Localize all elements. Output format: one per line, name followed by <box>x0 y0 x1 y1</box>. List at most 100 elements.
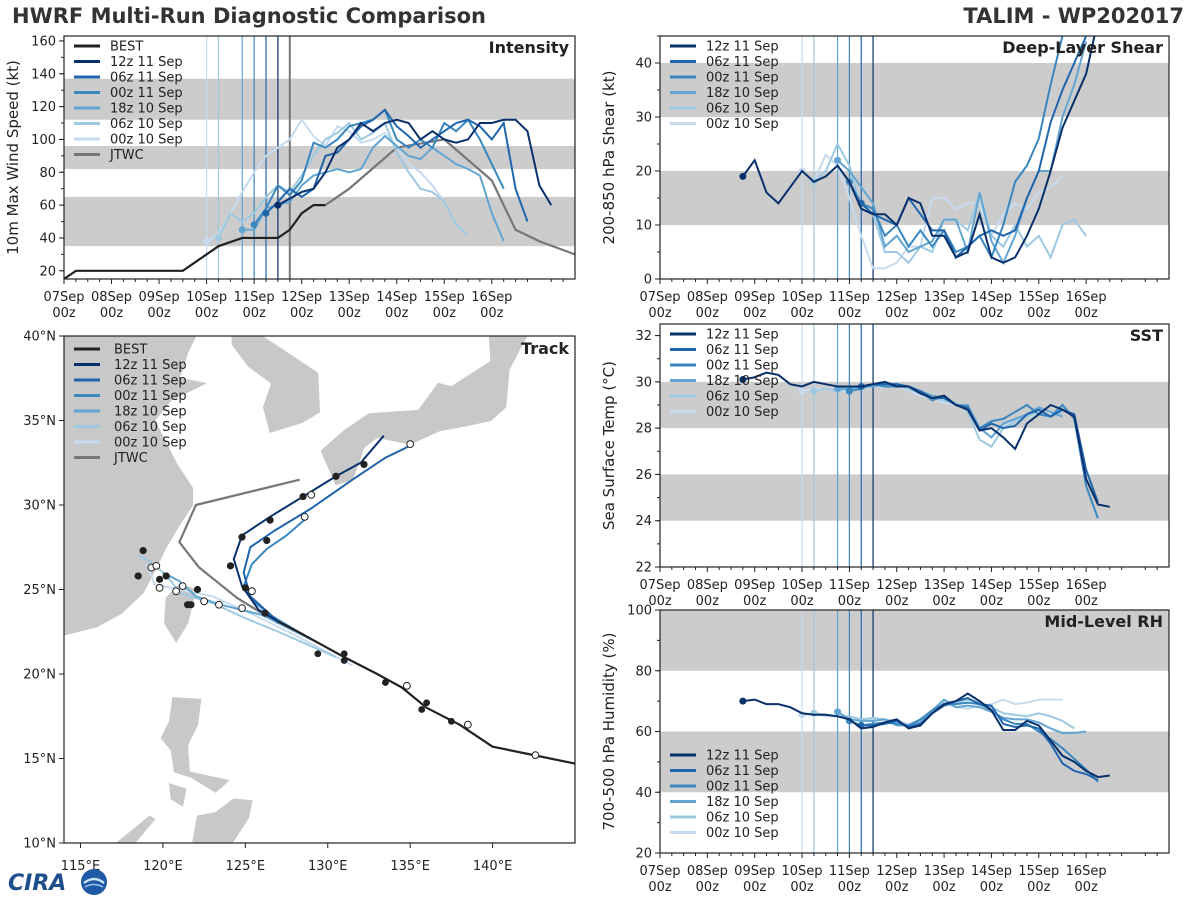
x-tick-label-date: 09Sep <box>139 290 180 305</box>
panel-shear: 01020304007Sep00z08Sep00z09Sep00z10Sep00… <box>600 35 1170 321</box>
track-point-open-marker <box>178 582 187 591</box>
lat-tick-label: 20°N <box>23 668 56 683</box>
x-tick-label-hour: 00z <box>885 306 909 321</box>
run-track-line <box>242 443 414 623</box>
plot-area <box>64 36 575 279</box>
panel-rh: 2040608010007Sep00z08Sep00z09Sep00z10Sep… <box>600 604 1170 895</box>
storm-id-title: TALIM - WP202017 <box>963 4 1184 28</box>
y-axis-label: 700-500 hPa Humidity (%) <box>600 632 618 830</box>
run-init-marker <box>739 697 747 705</box>
y-tick-label: 24 <box>635 514 652 529</box>
x-tick-label-date: 16Sep <box>1066 290 1107 305</box>
best-series-line <box>64 204 326 279</box>
track-point-marker <box>156 575 164 583</box>
legend-entry: 18z 10 Sep <box>114 405 187 420</box>
y-tick-label: 40 <box>635 57 652 72</box>
x-tick-label-date: 12Sep <box>876 578 917 593</box>
track-point-marker <box>299 492 307 501</box>
run-init-marker <box>250 221 258 229</box>
x-tick-label-date: 07Sep <box>639 578 680 593</box>
track-point-marker <box>266 516 274 524</box>
x-tick-label-date: 16Sep <box>471 290 512 305</box>
track-point-open-marker <box>200 597 209 606</box>
run-series-line <box>242 134 505 242</box>
legend-entry: 00z 11 Sep <box>114 389 187 404</box>
x-tick-label-hour: 00z <box>743 880 767 895</box>
x-tick-label-date: 07Sep <box>43 290 84 305</box>
threshold-band <box>660 63 1169 117</box>
legend-entry: 12z 11 Sep <box>114 358 187 373</box>
x-tick-label-hour: 00z <box>980 880 1004 895</box>
x-tick-label-hour: 00z <box>980 306 1004 321</box>
legend-entry: 12z 11 Sep <box>706 328 779 343</box>
best-point-open-marker <box>463 720 472 729</box>
x-tick-label-date: 09Sep <box>734 578 775 593</box>
track-point-open-marker <box>300 512 309 521</box>
legend-entry: 00z 11 Sep <box>706 780 779 795</box>
x-tick-label-date: 09Sep <box>734 864 775 879</box>
legend-entry: 06z 11 Sep <box>114 374 187 389</box>
x-tick-label-hour: 00z <box>885 880 909 895</box>
y-axis-label: 200-850 hPa Shear (kt) <box>600 71 618 245</box>
x-tick-label-hour: 00z <box>290 306 314 321</box>
cira-logo-text: CIRA <box>8 871 66 896</box>
legend-entry: 06z 10 Sep <box>706 390 779 405</box>
land-mass <box>491 336 523 345</box>
land-mass <box>0 672 15 704</box>
track-point-marker <box>193 585 202 594</box>
x-tick-label-date: 14Sep <box>971 578 1012 593</box>
track-point-marker <box>241 584 249 592</box>
x-tick-label-date: 15Sep <box>1018 290 1059 305</box>
run-series-line <box>836 41 1088 266</box>
x-tick-label-hour: 00z <box>195 306 219 321</box>
track-point-marker <box>360 460 368 469</box>
legend-entry: JTWC <box>113 451 148 466</box>
track-point-open-marker <box>307 490 316 499</box>
y-tick-label: 40 <box>635 786 652 801</box>
x-tick-label-date: 09Sep <box>734 290 775 305</box>
track-point-marker <box>238 533 246 541</box>
panel-intensity: 2040608010012014016007Sep00z08Sep00z09Se… <box>4 34 576 321</box>
plot-frame <box>63 35 576 280</box>
y-tick-label: 60 <box>635 725 652 740</box>
track-point-marker <box>187 601 195 609</box>
x-tick-label-hour: 00z <box>385 306 409 321</box>
plot-frame <box>659 35 1170 280</box>
x-tick-label-date: 07Sep <box>639 290 680 305</box>
threshold-band <box>660 610 1169 671</box>
run-init-marker <box>810 387 818 395</box>
run-track-line <box>145 563 353 667</box>
best-point-open-marker <box>531 751 540 760</box>
y-tick-label: 20 <box>635 165 652 180</box>
legend-entry: 06z 10 Sep <box>114 420 187 435</box>
legend-entry: 12z 11 Sep <box>706 749 779 764</box>
lon-tick-label: 140°E <box>473 859 513 874</box>
plot-frame <box>659 323 1170 568</box>
land-mass <box>115 815 156 843</box>
y-tick-label: 40 <box>39 231 56 246</box>
legend-entry: 18z 10 Sep <box>706 86 779 101</box>
track-point-marker <box>263 536 271 545</box>
y-tick-label: 60 <box>39 199 56 214</box>
land-mass <box>160 697 230 793</box>
panel-track: 115°E 120°E 125°E 130°E 135°E 140°E10°N15°N20… <box>0 330 576 874</box>
x-tick-label-hour: 00z <box>980 594 1004 609</box>
y-tick-label: 100 <box>31 133 56 148</box>
x-tick-label-hour: 00z <box>696 306 720 321</box>
lat-tick-label: 10°N <box>23 837 56 852</box>
lon-tick-label: 120°E <box>143 859 183 874</box>
run-init-marker <box>798 387 806 395</box>
legend-entry: JTWC <box>109 148 144 163</box>
track-point-open-marker <box>248 587 256 596</box>
best-track-line <box>277 620 575 765</box>
track-point-marker <box>447 717 455 725</box>
track-point-marker <box>134 572 142 580</box>
x-tick-label-hour: 00z <box>743 306 767 321</box>
y-tick-label: 28 <box>635 422 652 437</box>
y-tick-label: 0 <box>644 273 652 288</box>
run-series-line <box>813 698 1075 730</box>
threshold-band <box>660 171 1169 225</box>
